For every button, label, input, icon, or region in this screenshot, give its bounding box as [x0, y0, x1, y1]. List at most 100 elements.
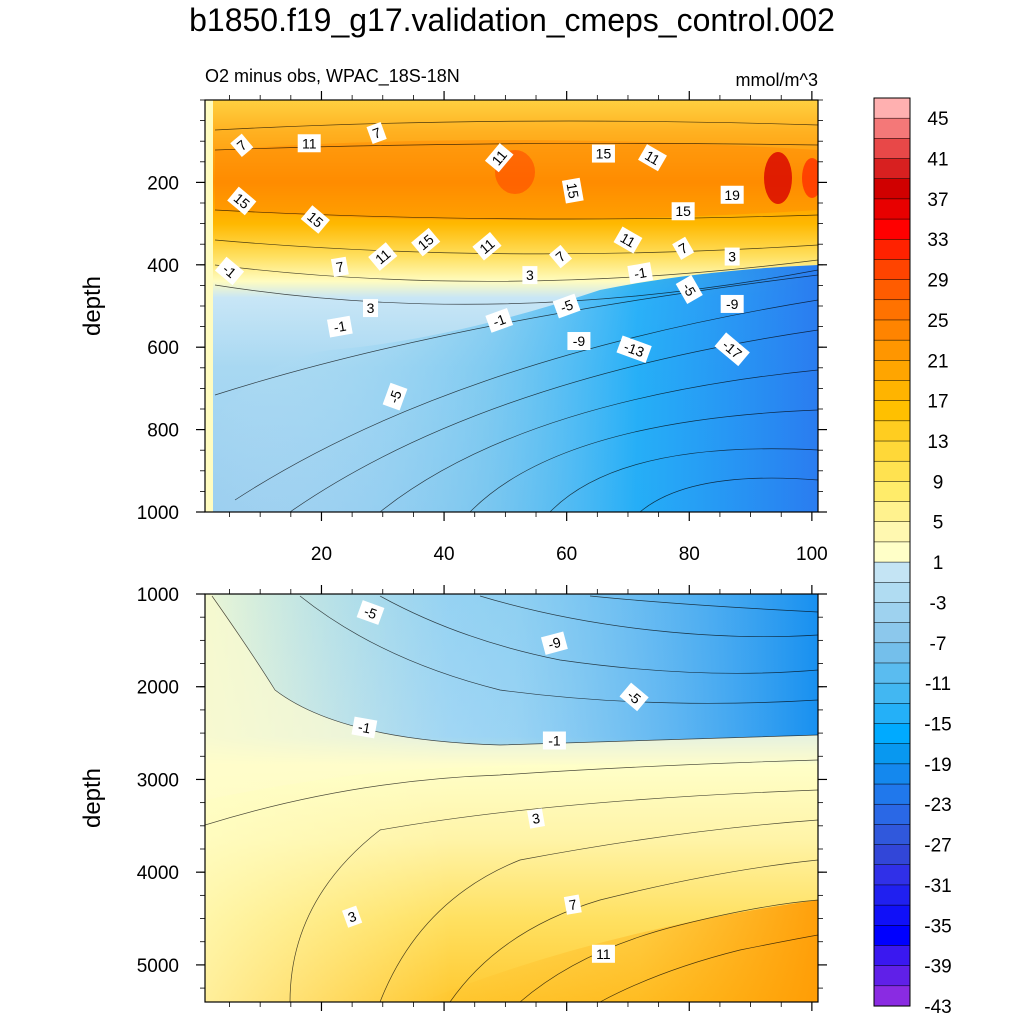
contour-label-box: [675, 275, 703, 304]
contour-label-text: 11: [596, 946, 611, 962]
contour-label: -5: [619, 682, 649, 712]
colorbar-swatch: [873, 178, 911, 200]
colorbar-label: -35: [924, 916, 951, 937]
y-tick-label: 800: [147, 421, 179, 442]
contour-label-text: -9: [573, 333, 586, 349]
contour-label-box: [411, 227, 441, 257]
contour-label: 15: [671, 202, 695, 221]
contour-label: 11: [613, 226, 643, 254]
contour-label: 7: [549, 244, 573, 269]
contour-label-text: -5: [558, 296, 575, 315]
upper-blue-region: [215, 265, 818, 512]
subtitle-right: mmol/m^3: [736, 70, 818, 90]
colorbar-label: -31: [924, 876, 951, 897]
contour-label-box: [227, 186, 257, 216]
contour-label-box: [351, 716, 378, 739]
contour-label-text: 11: [642, 147, 663, 168]
colorbar-swatch: [873, 380, 911, 402]
contour-label: 11: [484, 143, 514, 173]
colorbar-label: -39: [924, 957, 951, 978]
colorbar-swatch: [873, 763, 911, 785]
contour-label: -1: [485, 308, 514, 333]
contour-label-text: 15: [596, 146, 612, 162]
lower-axes: 1000 2000 3000 4000 5000: [137, 585, 827, 1011]
contour-label-box: [485, 308, 514, 333]
y-tick-label: 3000: [137, 770, 179, 791]
contour-label-text: -5: [362, 603, 379, 622]
contour-label: -9: [540, 631, 568, 655]
upper-left-strip: [205, 100, 213, 512]
colorbar-swatch: [873, 783, 911, 805]
colorbar-swatch: [873, 925, 911, 947]
lower-contour-lines: [205, 595, 818, 1002]
contour-label: 11: [591, 944, 615, 963]
colorbar-frame: [873, 97, 911, 1007]
contour-label-box: [297, 134, 321, 153]
contour-label: 7: [672, 236, 695, 260]
colorbar-label: -27: [924, 836, 951, 857]
contour-label-text: -1: [548, 733, 561, 749]
colorbar-swatch: [873, 218, 911, 240]
contour-label-text: 7: [335, 258, 346, 275]
contour-label-box: [724, 247, 740, 266]
contour-label: 3: [363, 299, 379, 318]
contour-label-box: [552, 293, 581, 319]
contour-label-text: 3: [531, 810, 542, 827]
colorbar-swatch: [873, 400, 911, 422]
contour-label-box: [720, 294, 744, 313]
contour-label-box: [671, 202, 695, 221]
contour-label-box: [627, 262, 654, 284]
colorbar-swatch: [873, 884, 911, 906]
colorbar-swatch: [873, 803, 911, 825]
colorbar-swatch: [873, 501, 911, 523]
contour-label-box: [341, 905, 363, 928]
lower-ylabel: depth: [79, 768, 106, 828]
colorbar-swatch: [873, 541, 911, 563]
contour-label: 15: [300, 205, 330, 234]
contour-label-box: [542, 731, 566, 750]
contour-label-box: [356, 600, 385, 625]
contour-label-box: [366, 121, 387, 144]
colorbar-swatch: [873, 138, 911, 160]
colorbar-label: 45: [927, 109, 948, 130]
contour-label: 7: [366, 121, 387, 144]
contour-label: 7: [230, 133, 254, 158]
contour-label: 15: [411, 227, 441, 257]
y-tick-label: 1000: [137, 585, 179, 606]
colorbar-label: 37: [927, 190, 948, 211]
colorbar-label: -7: [930, 634, 947, 655]
contour-label-box: [363, 299, 379, 318]
contour-label: 15: [227, 186, 257, 216]
contour-label-box: [484, 143, 514, 173]
contour-label-text: 15: [564, 182, 582, 200]
chart-title: b1850.f19_g17.validation_cmeps_control.0…: [189, 2, 835, 38]
colorbar-label: -43: [924, 997, 951, 1018]
contour-label-text: -1: [491, 311, 508, 330]
colorbar-swatch: [873, 622, 911, 644]
colorbar-swatch: [873, 299, 911, 321]
colorbar-label: 9: [933, 472, 944, 493]
contour-label-text: -5: [385, 388, 404, 405]
contour-label: -5: [382, 382, 408, 411]
colorbar-swatch: [873, 561, 911, 583]
colorbar: 45 41 37 33 29 25 21 17 13 9 5 1 -3 -7 -11 -15 -19 -23 -27…: [873, 97, 952, 1018]
contour-label-text: -1: [332, 318, 347, 336]
contour-label: -1: [542, 731, 566, 750]
colorbar-swatch: [873, 824, 911, 846]
contour-label: 7: [330, 256, 349, 278]
upper-field: [205, 100, 818, 512]
y-tick-label: 2000: [137, 678, 179, 699]
colorbar-swatch: [873, 238, 911, 260]
colorbar-swatch: [873, 864, 911, 886]
colorbar-swatch: [873, 319, 911, 341]
contour-label-text: -1: [633, 264, 648, 282]
colorbar-swatch: [873, 662, 911, 684]
colorbar-label: 17: [927, 392, 948, 413]
colorbar-swatch: [873, 723, 911, 745]
contour-label-box: [638, 144, 667, 172]
contour-label-text: -1: [357, 719, 372, 737]
colorbar-label: 33: [927, 230, 948, 251]
contour-label-box: [720, 185, 744, 204]
colorbar-swatch: [873, 360, 911, 382]
